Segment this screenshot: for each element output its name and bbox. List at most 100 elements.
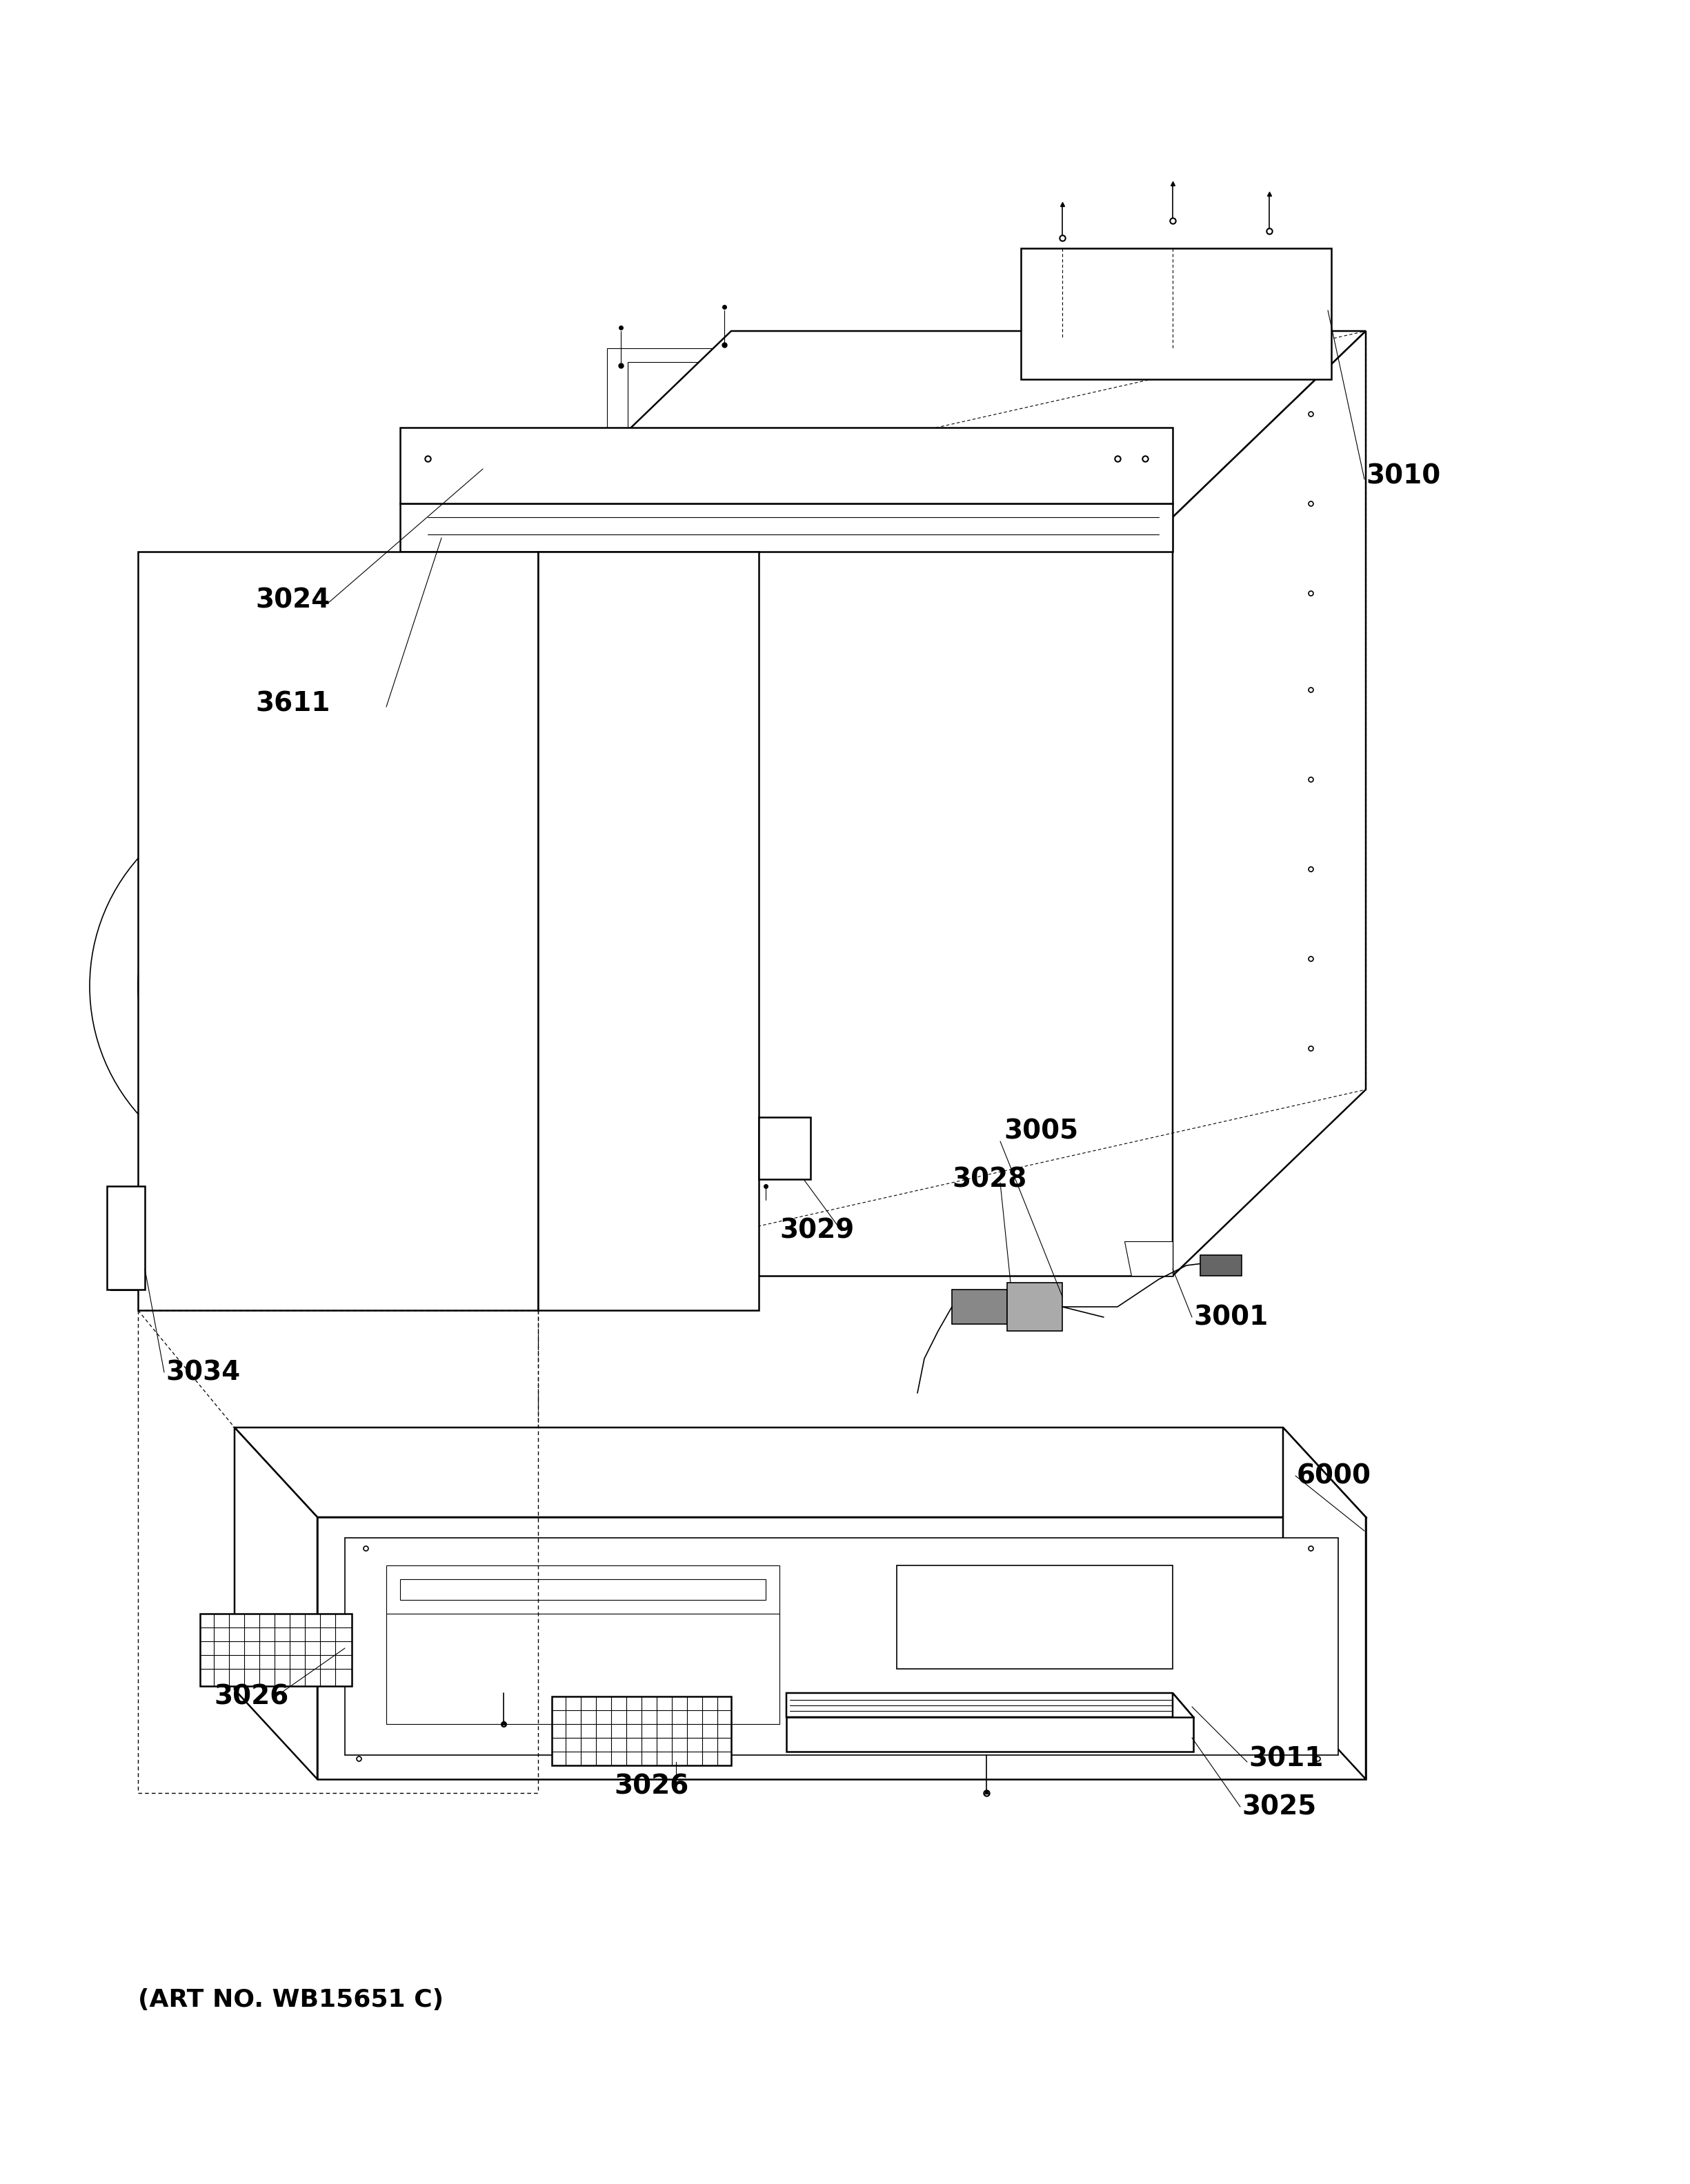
Circle shape: [193, 895, 372, 1077]
Polygon shape: [537, 518, 1173, 1275]
Bar: [142, 1138, 161, 1151]
Bar: [166, 1269, 510, 1306]
Text: 3026: 3026: [215, 1684, 289, 1710]
Bar: [769, 1131, 789, 1151]
Bar: [470, 579, 531, 889]
Bar: [142, 847, 161, 860]
Polygon shape: [1173, 1693, 1193, 1745]
Bar: [1173, 275, 1269, 345]
Bar: [110, 1197, 140, 1203]
Bar: [110, 1258, 140, 1265]
Bar: [110, 1221, 140, 1227]
Bar: [142, 1179, 161, 1192]
Polygon shape: [106, 1186, 145, 1289]
Polygon shape: [401, 428, 1173, 505]
Bar: [110, 1284, 140, 1291]
Text: 3034: 3034: [166, 1358, 240, 1385]
Polygon shape: [537, 332, 1366, 518]
Text: 3026: 3026: [613, 1773, 688, 1800]
Bar: [142, 725, 161, 736]
Bar: [911, 1579, 1159, 1655]
Polygon shape: [318, 1518, 1366, 1780]
Circle shape: [139, 841, 428, 1131]
Bar: [477, 662, 524, 716]
Text: 3028: 3028: [951, 1166, 1026, 1192]
Bar: [1048, 266, 1303, 363]
Text: (ART NO. WB15651 C): (ART NO. WB15651 C): [139, 1987, 443, 2011]
Bar: [1034, 258, 1318, 369]
Polygon shape: [1200, 1256, 1242, 1275]
Polygon shape: [235, 1428, 318, 1780]
Bar: [110, 1271, 140, 1278]
Bar: [627, 363, 918, 489]
Text: 3001: 3001: [1193, 1304, 1268, 1330]
Text: 3611: 3611: [255, 690, 330, 716]
Bar: [142, 806, 161, 819]
Text: 3025: 3025: [1242, 1793, 1317, 1819]
Polygon shape: [401, 1579, 766, 1601]
Polygon shape: [786, 1693, 1193, 1717]
Text: 3010: 3010: [1366, 463, 1440, 489]
Bar: [553, 509, 607, 544]
Circle shape: [771, 1133, 788, 1149]
Text: 3011: 3011: [1249, 1745, 1323, 1771]
Bar: [600, 585, 1124, 1208]
Polygon shape: [759, 1118, 811, 1179]
Polygon shape: [345, 1538, 1338, 1756]
Bar: [166, 579, 510, 1269]
Bar: [110, 1234, 140, 1241]
Polygon shape: [1124, 1241, 1173, 1275]
Polygon shape: [387, 1566, 779, 1614]
Polygon shape: [1007, 1282, 1063, 1330]
Bar: [139, 579, 166, 1269]
Circle shape: [607, 911, 690, 994]
Polygon shape: [897, 1566, 1173, 1669]
Bar: [142, 1013, 161, 1026]
Circle shape: [90, 793, 477, 1179]
Polygon shape: [1283, 1428, 1366, 1780]
Circle shape: [1087, 1603, 1120, 1638]
Polygon shape: [537, 553, 759, 1310]
Bar: [559, 579, 739, 1282]
Text: 6000: 6000: [1296, 1463, 1371, 1489]
Polygon shape: [951, 1289, 1007, 1324]
Polygon shape: [1173, 332, 1366, 1275]
Bar: [142, 684, 161, 695]
Bar: [580, 566, 1146, 1227]
Bar: [477, 594, 524, 649]
Bar: [365, 745, 510, 911]
Bar: [110, 1210, 140, 1216]
Bar: [764, 1125, 804, 1171]
Circle shape: [358, 668, 537, 847]
Bar: [142, 601, 161, 612]
Bar: [142, 1221, 161, 1234]
Polygon shape: [786, 1717, 1193, 1752]
Bar: [607, 347, 938, 500]
Bar: [477, 732, 524, 786]
Bar: [142, 1096, 161, 1109]
Bar: [110, 1247, 140, 1254]
Circle shape: [248, 952, 318, 1020]
Text: 3024: 3024: [255, 587, 330, 614]
Circle shape: [510, 815, 786, 1090]
Bar: [142, 930, 161, 943]
Text: 3005: 3005: [1004, 1118, 1078, 1144]
Circle shape: [387, 697, 510, 821]
Bar: [142, 764, 161, 778]
Polygon shape: [1021, 249, 1332, 380]
Bar: [142, 972, 161, 985]
Circle shape: [270, 974, 296, 998]
Polygon shape: [139, 553, 537, 1310]
Text: 3029: 3029: [779, 1219, 853, 1245]
Bar: [142, 889, 161, 902]
Bar: [142, 1055, 161, 1068]
Bar: [434, 509, 517, 544]
Polygon shape: [401, 505, 1173, 553]
Polygon shape: [235, 1428, 1366, 1518]
Polygon shape: [553, 1697, 732, 1765]
Circle shape: [948, 1603, 984, 1638]
Bar: [142, 642, 161, 653]
Polygon shape: [199, 1614, 352, 1686]
Circle shape: [553, 856, 745, 1048]
Circle shape: [421, 732, 477, 786]
